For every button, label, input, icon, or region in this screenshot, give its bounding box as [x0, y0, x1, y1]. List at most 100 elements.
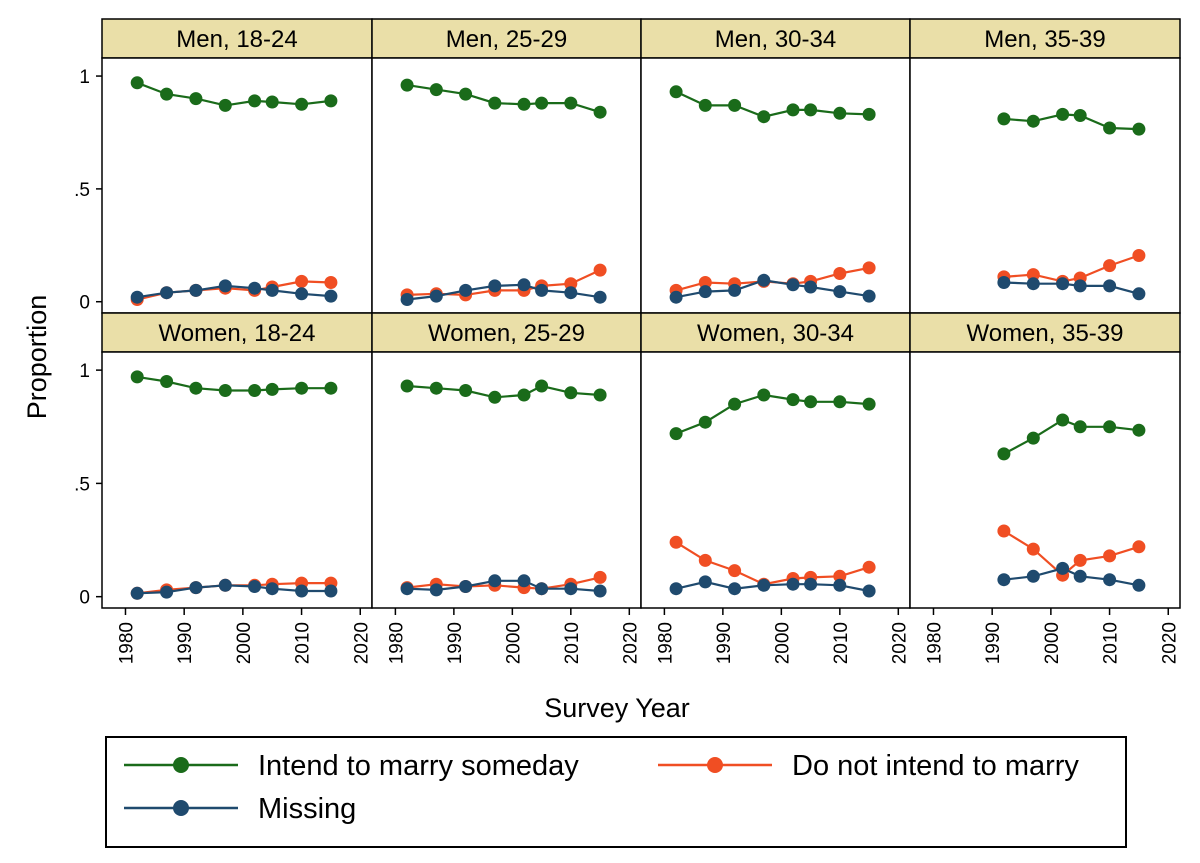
panel-women-35-39-xtick-label-2000: 2000 [1042, 622, 1063, 664]
panel-women-35-39-missing-point-1997 [1026, 569, 1040, 583]
panel-women-30-34-intend-point-1987 [698, 415, 712, 429]
panel-men-18-24-missing-point-1997 [218, 279, 232, 293]
panel-men-18-24-ytick-label-2: 1 [79, 67, 90, 88]
panel-men-30-34-missing-point-2015 [862, 289, 876, 303]
panel-men-18-24-title: Men, 18-24 [176, 26, 297, 53]
panel-men-30-34-missing-point-1997 [757, 273, 771, 287]
panel-women-30-34-not_intend-point-1982 [669, 535, 683, 549]
panel-men-18-24-intend-point-1992 [189, 92, 203, 106]
panel-men-30-34: Men, 30-34 [640, 18, 911, 314]
panel-men-18-24: Men, 18-24 0 .5 1 [74, 18, 373, 314]
panel-women-18-24-missing-point-2015 [324, 584, 338, 598]
panel-women-35-39-xtick-label-1980: 1980 [924, 622, 945, 664]
panel-women-35-39-not_intend-point-2015 [1132, 540, 1146, 554]
panel-women-35-39-missing-point-2015 [1132, 578, 1146, 592]
panel-men-30-34-intend-point-1992 [728, 98, 742, 112]
panel-women-30-34-missing-point-2002 [786, 577, 800, 591]
panel-men-35-39-intend-point-2010 [1103, 121, 1117, 135]
panel-women-35-39-intend-point-1992 [997, 447, 1011, 461]
panel-women-30-34-not_intend-point-2010 [833, 569, 847, 583]
panel-men-25-29-missing-point-1987 [429, 289, 443, 303]
panel-women-25-29-missing-point-2005 [535, 582, 549, 596]
panel-men-35-39-title: Men, 35-39 [984, 26, 1105, 53]
panel-men-30-34-missing-point-1992 [728, 283, 742, 297]
panel-men-18-24-intend-point-1987 [160, 87, 174, 101]
panel-men-35-39-not_intend-point-2015 [1132, 249, 1146, 262]
panel-men-35-39-intend-point-1997 [1026, 114, 1040, 128]
panel-men-18-24-intend-point-2015 [324, 94, 338, 108]
panel-men-18-24-ytick-label-0: 0 [79, 293, 90, 314]
panel-women-35-39-not_intend-point-2005 [1073, 553, 1087, 567]
panel-men-35-39-missing-point-2010 [1103, 279, 1117, 293]
panel-women-30-34-title: Women, 30-34 [697, 320, 854, 347]
panel-women-30-34-missing-point-2005 [804, 577, 818, 591]
panel-women-30-34-missing-point-2015 [862, 584, 876, 598]
panel-men-35-39-missing-point-2005 [1073, 279, 1087, 293]
panel-men-35-39-not_intend-point-2010 [1103, 259, 1117, 273]
panel-women-25-29-missing-point-2002 [517, 574, 531, 588]
panel-men-25-29-missing-point-1982 [400, 293, 414, 306]
panel-women-18-24-xtick-label-2010: 2010 [293, 622, 314, 664]
panel-men-30-34-intend-point-1997 [757, 110, 771, 124]
panel-women-30-34-not_intend-point-1992 [728, 564, 742, 578]
panel-women-18-24-xtick-label-2020: 2020 [351, 622, 372, 664]
panel-women-30-34-intend-point-1997 [757, 388, 771, 402]
panel-women-35-39-missing-point-2002 [1056, 561, 1070, 575]
panel-men-30-34-intend-point-1987 [698, 98, 712, 112]
panel-women-18-24-missing-point-1997 [218, 578, 232, 592]
panel-women-30-34-intend-point-2015 [862, 397, 876, 411]
panel-men-18-24-strip [101, 18, 373, 59]
panel-women-25-29-intend-point-1982 [400, 379, 414, 393]
legend-key-missing-marker [173, 800, 189, 816]
panel-women-30-34-intend-point-1982 [669, 427, 683, 441]
panel-men-18-24-intend-point-2002 [248, 94, 262, 108]
panel-men-18-24-intend-point-1982 [130, 76, 144, 90]
panel-men-25-29-intend-point-1987 [429, 83, 443, 97]
panel-women-25-29-xtick-label-2000: 2000 [503, 622, 524, 664]
panel-women-35-39-not_intend-point-1992 [997, 524, 1011, 538]
panel-men-25-29-missing-point-1997 [488, 279, 502, 293]
panel-women-35-39-frame [909, 351, 1181, 609]
panel-women-18-24-xtick-label-1980: 1980 [116, 622, 137, 664]
panel-men-18-24-intend-point-2005 [265, 95, 279, 109]
panel-men-18-24-missing-point-2015 [324, 289, 338, 303]
panel-women-18-24-ytick-label-0: 0 [79, 588, 90, 609]
panel-women-18-24-intend-point-1997 [218, 384, 232, 397]
panel-women-35-39-intend-point-2002 [1056, 413, 1070, 427]
panel-men-25-29-intend-point-1982 [400, 78, 414, 92]
panel-women-18-24-intend-point-2015 [324, 381, 338, 395]
panel-men-25-29-missing-point-1992 [459, 283, 473, 297]
panel-women-30-34-intend-point-2005 [804, 395, 818, 409]
legend-key-not_intend-marker [707, 757, 723, 773]
panel-women-18-24-missing-point-2010 [295, 584, 309, 598]
panel-men-18-24-missing-point-2002 [248, 281, 262, 295]
panel-men-25-29-intend-point-2002 [517, 97, 531, 111]
panel-men-18-24-missing-point-1987 [160, 286, 174, 300]
panel-women-25-29-intend-point-1992 [459, 384, 473, 397]
panel-women-25-29-missing-point-1982 [400, 582, 414, 596]
panel-women-35-39-intend-point-2005 [1073, 420, 1087, 434]
panel-women-30-34: Women, 30-34 1980 1990 2000 2010 2020 [640, 312, 911, 664]
panel-men-35-39-frame [909, 57, 1181, 314]
panel-women-25-29-intend-point-2005 [535, 379, 549, 393]
panel-women-25-29-missing-point-2015 [593, 584, 607, 598]
panel-men-30-34-frame [640, 57, 911, 314]
panel-men-30-34-missing-point-2005 [804, 280, 818, 294]
panel-women-35-39: Women, 35-39 1980 1990 2000 2010 2020 [909, 312, 1181, 664]
panel-men-30-34-intend-point-2005 [804, 103, 818, 117]
panel-women-30-34-missing-point-1992 [728, 582, 742, 596]
panel-men-18-24-ytick-label-1: .5 [74, 180, 90, 201]
panel-men-18-24-intend-point-1997 [218, 98, 232, 112]
panel-women-35-39-xtick-label-2020: 2020 [1159, 622, 1180, 664]
panel-women-25-29-missing-point-1992 [459, 580, 473, 593]
panel-men-30-34-title: Men, 30-34 [715, 26, 836, 53]
panel-men-35-39-missing-point-2015 [1132, 287, 1146, 301]
panel-men-35-39-intend-point-2005 [1073, 109, 1087, 122]
panel-women-35-39-missing-point-1992 [997, 573, 1011, 587]
panel-men-25-29-missing-point-2002 [517, 278, 531, 292]
panel-women-18-24: Women, 18-24 0 .5 1 1980 1990 2000 2010 2020 [74, 312, 373, 664]
panel-women-35-39-xtick-label-2010: 2010 [1101, 622, 1122, 664]
panel-women-30-34-missing-point-2010 [833, 578, 847, 592]
panel-women-30-34-not_intend-point-1987 [698, 553, 712, 567]
panel-women-25-29-title: Women, 25-29 [428, 320, 585, 347]
